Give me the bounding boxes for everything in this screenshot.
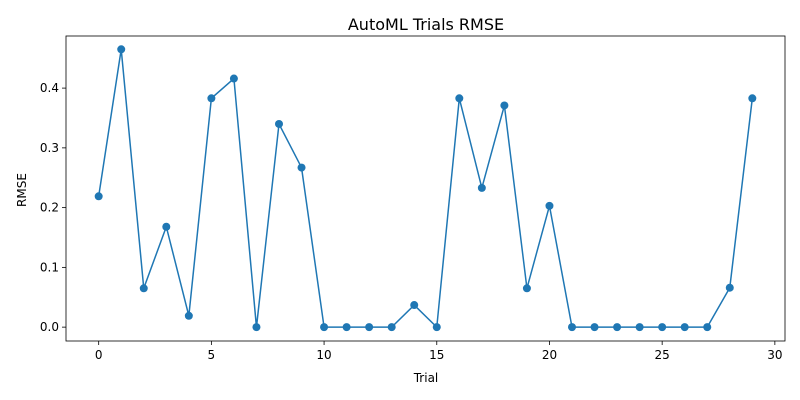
- data-point: [297, 163, 306, 172]
- data-point: [274, 119, 283, 128]
- y-tick-label: 0.4: [40, 81, 59, 95]
- data-point: [477, 183, 486, 192]
- y-tick-label: 0.0: [40, 320, 59, 334]
- data-point: [545, 201, 554, 210]
- x-tick-label: 25: [655, 348, 670, 362]
- data-point: [522, 284, 531, 293]
- x-tick-label: 20: [542, 348, 557, 362]
- y-axis: 0.0 0.1 0.2 0.3 0.4: [40, 81, 66, 334]
- x-tick-label: 15: [429, 348, 444, 362]
- data-point: [568, 323, 577, 332]
- x-axis: 0 5 10 15 20 25 30: [95, 341, 782, 362]
- data-point: [725, 283, 734, 292]
- y-tick-label: 0.3: [40, 141, 59, 155]
- y-tick-label: 0.1: [40, 260, 59, 274]
- data-point: [455, 94, 464, 103]
- series-layer: [94, 45, 757, 332]
- x-tick-label: 0: [95, 348, 103, 362]
- y-axis-label: RMSE: [15, 173, 29, 207]
- data-point: [500, 101, 509, 110]
- data-point: [703, 323, 712, 332]
- data-point: [252, 323, 261, 332]
- plot-area: 0 5 10 15 20 25 30 0.0 0.1 0.2 0.3 0.4: [40, 35, 786, 362]
- data-point: [658, 323, 667, 332]
- y-tick-label: 0.2: [40, 201, 59, 215]
- data-point: [590, 323, 599, 332]
- data-point: [207, 94, 216, 103]
- data-point: [635, 323, 644, 332]
- data-point: [342, 323, 351, 332]
- x-axis-label: Trial: [413, 371, 439, 385]
- x-tick-label: 5: [208, 348, 216, 362]
- data-point: [94, 192, 103, 201]
- data-point: [387, 323, 396, 332]
- data-point: [184, 311, 193, 320]
- data-point: [680, 323, 689, 332]
- data-point: [162, 222, 171, 231]
- data-point: [748, 94, 757, 103]
- data-point: [139, 284, 148, 293]
- plot-frame: [65, 35, 786, 342]
- series-line: [97, 49, 754, 329]
- data-point: [320, 323, 329, 332]
- chart-title: AutoML Trials RMSE: [348, 15, 504, 34]
- x-tick-label: 10: [316, 348, 331, 362]
- data-point: [410, 301, 419, 310]
- data-point: [365, 323, 374, 332]
- data-point: [613, 323, 622, 332]
- x-tick-label: 30: [767, 348, 782, 362]
- data-point: [432, 323, 441, 332]
- data-point: [229, 74, 238, 83]
- data-point: [117, 45, 126, 54]
